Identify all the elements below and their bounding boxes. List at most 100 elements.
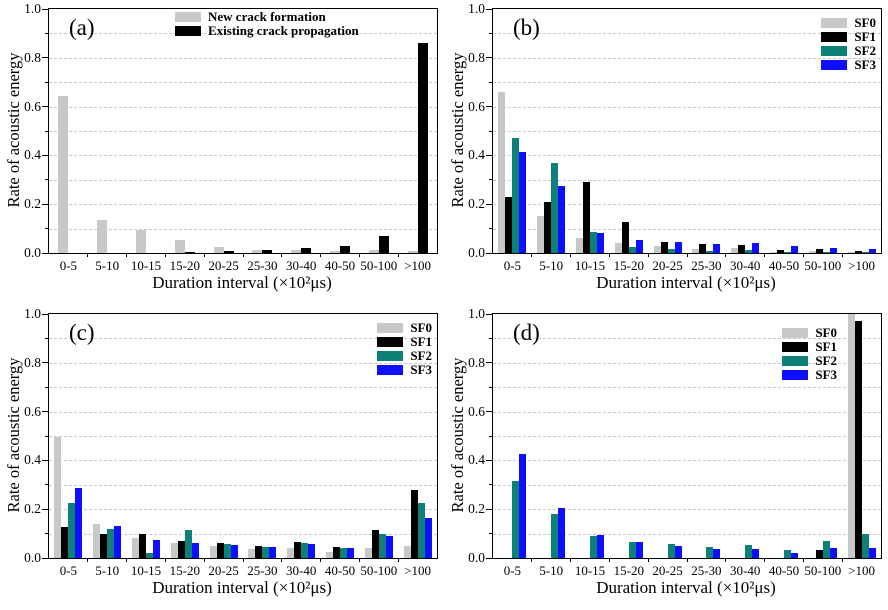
y-tick-label: 0.4 (468, 147, 485, 163)
x-tick (281, 253, 283, 257)
x-tick (126, 558, 128, 562)
x-tick (686, 253, 688, 257)
gridline (493, 228, 881, 230)
bar-sf3 (558, 508, 566, 558)
legend-label: SF1 (854, 29, 876, 44)
y-major-tick (486, 411, 492, 413)
gridline (49, 362, 437, 364)
bar-sf3 (752, 243, 760, 253)
x-category-label: 10-15 (130, 258, 162, 273)
bar-new-crack-formation (252, 250, 263, 253)
legend-label: SF3 (854, 57, 876, 72)
bar-sf2 (590, 232, 597, 253)
panel-letter: (c) (69, 320, 95, 345)
x-tick (358, 253, 360, 257)
x-category-label: 0-5 (503, 563, 522, 578)
bar-sf3 (230, 545, 238, 558)
x-category-label: >100 (848, 258, 876, 273)
x-category-label: 15-20 (613, 258, 644, 273)
gridline (49, 509, 437, 511)
y-tick-label: 0.4 (24, 147, 41, 163)
legend-label: SF3 (815, 367, 837, 382)
legend-label: Existing crack propagation (208, 23, 359, 38)
y-major-tick (42, 203, 48, 205)
bar-sf0 (692, 249, 700, 253)
y-major-tick (42, 313, 48, 315)
bar-sf2 (417, 503, 425, 558)
bar-sf2 (301, 543, 309, 558)
bar-sf0 (808, 251, 816, 253)
y-tick-label: 0.2 (24, 196, 41, 212)
bar-sf1 (815, 550, 823, 558)
gridline (493, 106, 881, 108)
x-category-label: 25-30 (247, 258, 278, 273)
y-tick-label: 0.0 (468, 244, 485, 260)
gridline (49, 533, 437, 535)
x-category-label: 15-20 (613, 563, 644, 578)
bar-sf3 (791, 553, 798, 558)
legend-item: Existing crack propagation (175, 23, 359, 38)
legend-item: SF1 (377, 335, 432, 348)
bar-sf3 (347, 548, 354, 558)
x-axis-title: Duration interval (×10²μs) (596, 578, 776, 597)
legend-item: SF0 (377, 321, 432, 334)
x-category-label: 20-25 (208, 258, 239, 273)
x-category-label: 10-15 (574, 563, 606, 578)
y-tick-label: 0.8 (24, 49, 41, 65)
legend-swatch-sf2 (377, 350, 404, 361)
bar-existing-crack-propagation (301, 248, 312, 253)
bar-sf0 (209, 546, 217, 558)
bar-sf1 (544, 202, 552, 253)
x-category-label: 50-100 (804, 258, 842, 273)
bar-sf0 (576, 238, 583, 253)
bar-sf3 (635, 240, 643, 253)
bar-sf2 (822, 252, 830, 253)
bar-new-crack-formation (97, 220, 108, 253)
gridline (493, 155, 881, 157)
x-tick (764, 558, 766, 562)
gridline (49, 131, 437, 132)
bar-new-crack-formation (291, 250, 302, 253)
gridline (49, 387, 437, 389)
gridline (493, 82, 881, 84)
x-category-label: 0-5 (59, 563, 78, 578)
bar-sf2 (667, 249, 675, 253)
legend: SF0 SF1 SF2 SF3 (377, 321, 432, 378)
y-major-tick (486, 106, 492, 108)
y-axis-title: Rate of acoustic energy (448, 52, 467, 208)
y-major-tick (486, 459, 492, 461)
bar-sf0 (731, 248, 739, 253)
bar-sf2 (223, 544, 231, 558)
y-minor-tick (44, 386, 48, 388)
x-tick (608, 558, 610, 562)
y-minor-tick (488, 228, 492, 230)
bar-sf0 (326, 552, 333, 558)
x-tick (608, 253, 610, 257)
y-tick-label: 0.8 (468, 354, 485, 370)
x-category-label: 30-40 (286, 563, 317, 578)
gridline (493, 533, 881, 535)
x-tick (531, 558, 533, 562)
x-tick (164, 558, 166, 562)
y-tick-label: 1.0 (24, 305, 41, 321)
y-minor-tick (488, 179, 492, 181)
legend-swatch-sf0 (821, 17, 848, 28)
y-major-tick (42, 508, 48, 510)
x-category-label: 5-10 (539, 258, 564, 273)
x-axis-title: Duration interval (×10²μs) (152, 273, 332, 292)
gridline (493, 33, 881, 35)
bar-sf0 (170, 543, 178, 558)
legend-label: SF0 (854, 15, 876, 30)
panel-letter: (b) (513, 15, 540, 40)
legend-item: SF0 (821, 15, 876, 30)
gridline (493, 509, 881, 511)
y-minor-tick (44, 337, 48, 339)
legend-item: SF1 (821, 29, 876, 44)
bar-sf0 (847, 314, 855, 558)
panel-c: Rate of acoustic energy (c) SF0 SF1 SF2 SF3… (0, 305, 444, 610)
x-category-label: >100 (404, 563, 432, 578)
y-major-tick (486, 557, 492, 559)
bar-sf2 (745, 545, 753, 558)
panel-letter: (d) (513, 320, 540, 345)
